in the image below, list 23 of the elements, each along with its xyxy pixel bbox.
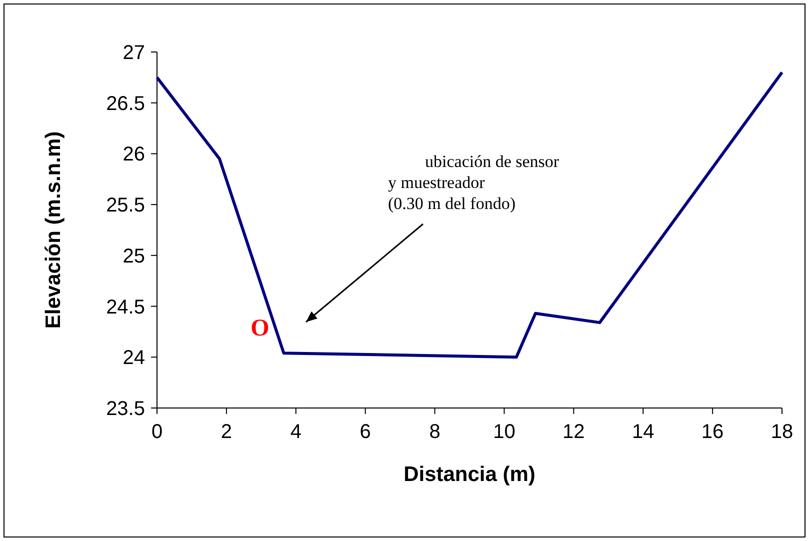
line-series (156, 70, 784, 359)
x-tick-label: 10 (493, 421, 516, 443)
x-tick-label: 8 (429, 421, 440, 443)
x-tick-label: 0 (151, 421, 163, 443)
y-axis-title: Elevación (m.s.n.m) (42, 131, 65, 329)
y-tick-label: 25 (122, 245, 145, 268)
x-tick-label: 14 (632, 421, 654, 443)
y-tick-label: 27 (122, 42, 145, 64)
annotation: O (250, 315, 270, 342)
x-tick-label: 2 (220, 421, 232, 443)
x-axis-title: Distancia (m) (404, 463, 536, 486)
y-tick-label: 26.5 (106, 92, 145, 115)
x-tick-label: 6 (360, 421, 371, 443)
y-tick-label: 24 (122, 347, 145, 370)
x-tick-label: 4 (290, 421, 302, 443)
x-tick-label: 12 (562, 421, 585, 443)
annotation: ubicación de sensor y muestreador (0.30 m del fondo) (388, 152, 560, 213)
x-tick-label: 18 (770, 421, 794, 443)
y-tick-label: 23.5 (106, 398, 145, 420)
x-tick-label: 16 (701, 421, 724, 443)
y-tick-label: 24.5 (106, 296, 145, 318)
y-tick-label: 25.5 (106, 194, 145, 217)
y-tick-label: 26 (122, 144, 145, 166)
